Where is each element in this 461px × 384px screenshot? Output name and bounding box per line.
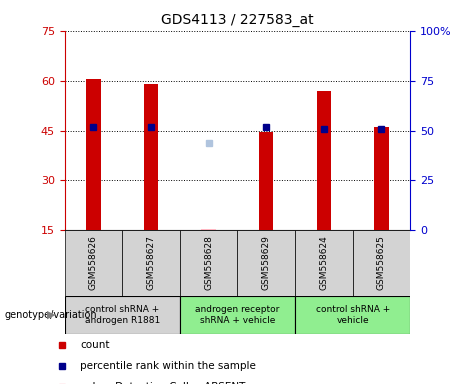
Bar xyxy=(317,91,331,230)
Bar xyxy=(180,296,295,334)
Title: GDS4113 / 227583_at: GDS4113 / 227583_at xyxy=(161,13,314,27)
Text: GSM558627: GSM558627 xyxy=(147,236,155,290)
Bar xyxy=(353,230,410,296)
Bar xyxy=(295,230,353,296)
Text: count: count xyxy=(80,339,110,350)
Text: androgen receptor
shRNA + vehicle: androgen receptor shRNA + vehicle xyxy=(195,305,280,324)
Bar xyxy=(201,229,216,230)
Text: GSM558624: GSM558624 xyxy=(319,236,328,290)
Text: GSM558629: GSM558629 xyxy=(262,236,271,290)
Bar xyxy=(374,127,389,230)
Text: control shRNA +
vehicle: control shRNA + vehicle xyxy=(315,305,390,324)
Text: percentile rank within the sample: percentile rank within the sample xyxy=(80,361,256,371)
Text: ▶: ▶ xyxy=(47,310,55,320)
Bar xyxy=(65,296,180,334)
Bar xyxy=(122,230,180,296)
Bar xyxy=(144,84,158,230)
Text: value, Detection Call = ABSENT: value, Detection Call = ABSENT xyxy=(80,382,246,384)
Text: control shRNA +
androgen R1881: control shRNA + androgen R1881 xyxy=(84,305,160,324)
Bar xyxy=(65,230,122,296)
Bar xyxy=(86,79,100,230)
Bar xyxy=(180,230,237,296)
Bar xyxy=(237,230,295,296)
Text: GSM558626: GSM558626 xyxy=(89,236,98,290)
Text: GSM558628: GSM558628 xyxy=(204,236,213,290)
Bar xyxy=(295,296,410,334)
Bar xyxy=(259,132,273,230)
Text: GSM558625: GSM558625 xyxy=(377,236,386,290)
Text: genotype/variation: genotype/variation xyxy=(5,310,97,320)
